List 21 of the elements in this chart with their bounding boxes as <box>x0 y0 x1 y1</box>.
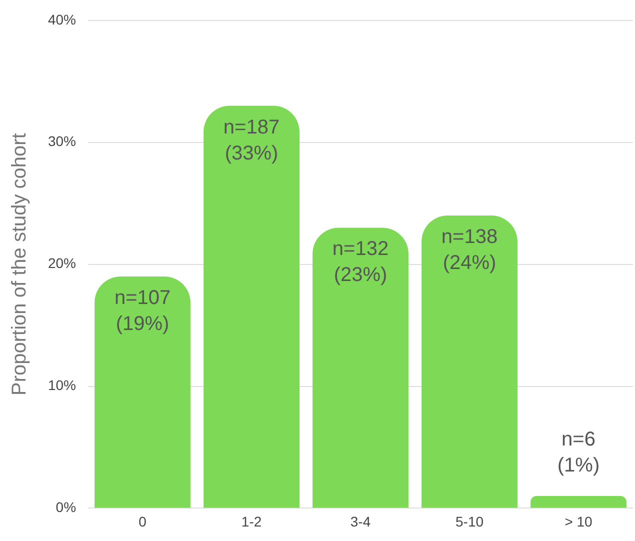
x-tick-label: > 10 <box>564 513 593 530</box>
data-label: n=187 (33%) <box>223 116 280 164</box>
bar <box>204 106 300 508</box>
bar <box>94 276 190 508</box>
x-tick-label: 5-10 <box>455 513 484 530</box>
x-tick-label: 1-2 <box>241 513 262 530</box>
y-tick-label: 0% <box>56 499 76 516</box>
y-axis-title: Proportion of the study cohort <box>8 132 31 396</box>
data-label: n=107 (19%) <box>114 287 171 336</box>
data-label: n=6 (1%) <box>557 428 600 477</box>
bar <box>422 216 518 508</box>
data-label: n=132 (23%) <box>332 238 389 286</box>
y-tick-label: 40% <box>48 11 76 28</box>
y-tick-label: 10% <box>48 377 76 394</box>
x-tick-label: 0 <box>138 513 147 530</box>
y-tick-label: 20% <box>48 255 76 272</box>
bar <box>312 228 408 508</box>
bar <box>530 496 626 508</box>
x-tick-label: 3-4 <box>350 513 371 530</box>
data-label: n=138 (24%) <box>441 226 498 274</box>
y-tick-label: 30% <box>48 133 76 150</box>
